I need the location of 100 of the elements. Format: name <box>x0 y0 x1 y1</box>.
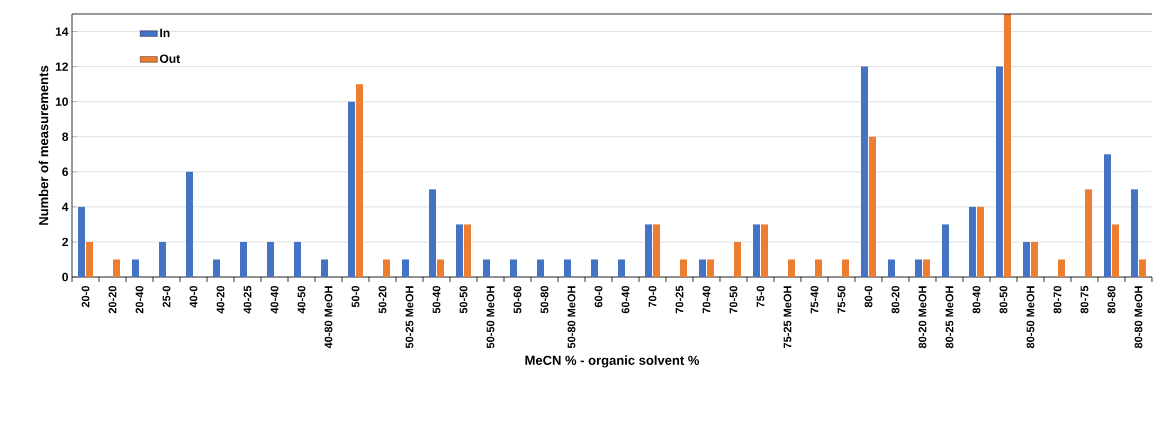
bar <box>86 241 93 277</box>
x-tick-label: 40-50 <box>297 286 306 314</box>
bar <box>428 189 436 277</box>
x-tick-label: 40-20 <box>216 286 225 314</box>
bar <box>698 259 706 277</box>
bar <box>1130 189 1138 277</box>
x-tick-label: 80-50 <box>999 286 1008 314</box>
bar <box>976 206 984 277</box>
y-tick-label: 6 <box>62 167 69 177</box>
x-tick-label: 40-0 <box>189 286 198 308</box>
bar <box>1103 154 1111 277</box>
legend-label: Out <box>159 54 180 63</box>
bar <box>860 66 868 277</box>
x-tick-label: 50-80 MeOH <box>567 286 576 349</box>
bar <box>617 259 625 277</box>
x-tick-label: 40-25 <box>243 285 252 314</box>
bar <box>1084 189 1092 277</box>
bar <box>652 224 660 277</box>
y-tick-label: 8 <box>62 132 69 141</box>
y-tick-label: 2 <box>62 237 68 247</box>
x-tick-label: 50-60 <box>513 286 522 314</box>
bar <box>436 259 444 277</box>
bar <box>914 259 922 277</box>
bar <box>536 259 544 277</box>
bar <box>941 224 949 277</box>
bar <box>186 171 193 277</box>
y-tick-label: 0 <box>62 272 68 282</box>
bar <box>968 206 976 277</box>
x-tick-label: 20-20 <box>108 286 117 314</box>
bar <box>482 259 490 277</box>
bar <box>213 259 220 277</box>
x-tick-label: 70-40 <box>702 286 711 314</box>
y-tick-label: 12 <box>55 62 68 71</box>
x-tick-label: 50-25 MeOH <box>405 286 414 349</box>
x-tick-label: 80-50 MeOH <box>1026 286 1035 349</box>
bar <box>706 259 714 277</box>
x-tick-label: 20-40 <box>135 286 144 314</box>
bar <box>1022 241 1030 277</box>
bar <box>455 224 463 277</box>
x-tick-label: 50-50 MeOH <box>486 286 495 349</box>
x-tick-label: 25-0 <box>162 286 171 308</box>
bar <box>267 241 274 277</box>
bar <box>159 241 166 277</box>
bar <box>347 101 355 277</box>
y-tick-label: 14 <box>55 27 69 36</box>
bar <box>995 66 1003 277</box>
bar <box>644 224 652 277</box>
bar <box>787 259 795 277</box>
x-tick-label: 80-20 <box>891 286 900 314</box>
x-tick-label: 50-80 <box>540 286 549 314</box>
x-tick-label: 20-0 <box>81 286 90 308</box>
x-tick-label: 60-0 <box>594 286 603 308</box>
bar <box>1003 14 1011 277</box>
x-tick-label: 70-50 <box>729 286 738 314</box>
x-tick-label: 80-0 <box>864 286 873 308</box>
x-tick-label: 80-70 <box>1053 286 1062 314</box>
bar <box>356 84 363 277</box>
legend-label: In <box>160 28 170 37</box>
y-axis-title: Number of measurements <box>38 65 49 225</box>
bar <box>78 206 86 277</box>
bar <box>590 259 598 277</box>
y-tick-label: 4 <box>61 202 69 211</box>
bar <box>509 259 517 277</box>
bar <box>1057 259 1065 277</box>
bar <box>733 241 741 277</box>
x-tick-label: 70-0 <box>648 286 657 308</box>
bar <box>132 259 139 277</box>
x-tick-label: 80-80 <box>1107 286 1116 314</box>
bar <box>294 241 301 277</box>
bar <box>887 259 895 277</box>
x-tick-label: 70-25 <box>675 285 684 314</box>
x-tick-label: 80-80 MeOH <box>1134 286 1143 349</box>
x-tick-label: 80-20 MeOH <box>918 286 927 349</box>
x-tick-label: 40-40 <box>270 286 279 314</box>
bar <box>752 224 760 277</box>
bar <box>240 241 247 277</box>
bar <box>1111 224 1119 277</box>
x-tick-label: 75-40 <box>810 286 819 314</box>
x-tick-label: 50-40 <box>432 286 441 314</box>
bar <box>922 259 930 277</box>
x-tick-label: 80-40 <box>972 286 981 314</box>
x-tick-label: 80-25 MeOH <box>945 286 954 349</box>
x-tick-label: 80-75 <box>1080 285 1089 314</box>
x-tick-label: 75-0 <box>756 286 765 308</box>
x-tick-label: 75-25 MeOH <box>783 286 792 349</box>
bar <box>563 259 571 277</box>
bar <box>814 259 822 277</box>
x-tick-label: 40-80 MeOH <box>324 286 333 349</box>
bar <box>760 224 768 277</box>
bar <box>463 224 471 277</box>
x-tick-label: 75-50 <box>837 286 846 314</box>
x-axis-title: MeCN % - organic solvent % <box>525 355 700 368</box>
x-tick-label: 60-40 <box>621 286 630 314</box>
bar <box>382 259 390 277</box>
bar <box>679 259 687 277</box>
bar <box>868 136 876 277</box>
bar <box>113 259 120 277</box>
bar <box>401 259 409 277</box>
bar <box>841 259 849 277</box>
y-tick-label: 10 <box>55 97 68 106</box>
